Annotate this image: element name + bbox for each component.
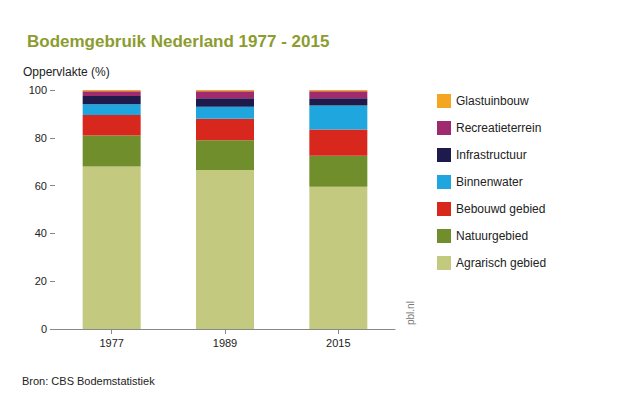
svg-text:1989: 1989 — [213, 337, 237, 349]
svg-text:Agrarisch gebied: Agrarisch gebied — [456, 256, 546, 270]
svg-text:Natuurgebied: Natuurgebied — [456, 229, 528, 243]
svg-text:Bron: CBS Bodemstatistiek: Bron: CBS Bodemstatistiek — [22, 375, 155, 387]
svg-text:Infrastructuur: Infrastructuur — [456, 148, 527, 162]
svg-text:0: 0 — [41, 323, 47, 335]
svg-text:20: 20 — [35, 275, 47, 287]
svg-text:2015: 2015 — [326, 337, 350, 349]
svg-text:Oppervlakte (%): Oppervlakte (%) — [23, 65, 110, 79]
svg-text:Bebouwd gebied: Bebouwd gebied — [456, 202, 545, 216]
svg-text:Recreatieterrein: Recreatieterrein — [456, 121, 541, 135]
svg-text:Glastuinbouw: Glastuinbouw — [456, 94, 529, 108]
svg-text:60: 60 — [35, 180, 47, 192]
svg-text:80: 80 — [35, 132, 47, 144]
svg-text:100: 100 — [29, 84, 47, 96]
svg-text:Binnenwater: Binnenwater — [456, 175, 523, 189]
svg-text:1977: 1977 — [99, 337, 123, 349]
svg-text:Bodemgebruik Nederland 1977 -: Bodemgebruik Nederland 1977 - 2015 — [27, 32, 329, 51]
svg-text:pbl.nl: pbl.nl — [405, 301, 416, 325]
svg-text:40: 40 — [35, 227, 47, 239]
